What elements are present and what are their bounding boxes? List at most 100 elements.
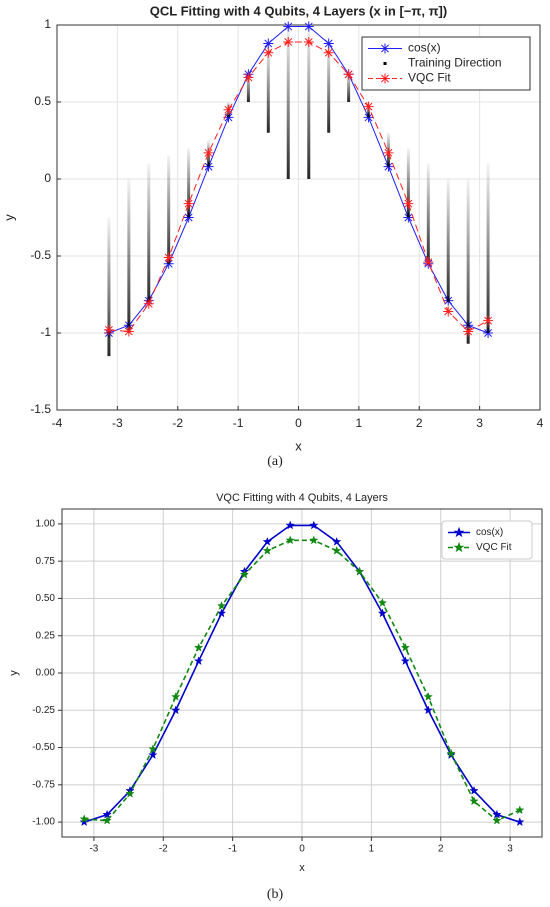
caption: (a) — [267, 454, 283, 469]
data-point — [309, 520, 319, 530]
data-point — [377, 597, 388, 607]
legend-marker — [453, 541, 465, 553]
x-tick-label: -1 — [228, 844, 237, 855]
data-point — [143, 298, 154, 309]
data-point — [469, 785, 479, 795]
chart: -3 -2 -1 0 1 2 3 -1.00 -0.75 -0.50 -0.25 0.00 0.25 0.… — [8, 492, 543, 902]
legend-label: Training Direction — [408, 56, 502, 70]
data-point — [171, 705, 181, 715]
x-tick-label: 2 — [438, 844, 444, 855]
x-tick-label: -1 — [233, 416, 244, 430]
x-tick-label: 4 — [537, 416, 544, 430]
chart-title: QCL Fitting with 4 Qubits, 4 Layers (x i… — [150, 3, 447, 18]
data-point — [309, 535, 319, 545]
chart-title: VQC Fitting with 4 Qubits, 4 Layers — [216, 492, 388, 504]
x-axis-label: x — [299, 862, 305, 874]
x-axis-label: x — [295, 438, 302, 453]
y-tick-label: -1 — [40, 325, 51, 339]
y-tick-label: 0.25 — [36, 630, 56, 641]
data-point — [203, 147, 214, 158]
data-point — [446, 748, 456, 758]
data-point — [103, 324, 114, 335]
data-point — [148, 744, 158, 754]
series-line — [108, 26, 489, 334]
data-point — [515, 805, 525, 815]
data-point — [193, 656, 204, 666]
series-line — [108, 41, 489, 333]
y-tick-label: -0.75 — [32, 779, 55, 790]
data-point — [239, 569, 250, 579]
data-point — [285, 535, 295, 545]
x-tick-label: -2 — [159, 844, 168, 855]
data-point — [79, 814, 89, 824]
legend-label: VQC Fit — [476, 542, 512, 553]
x-tick-label: 1 — [369, 844, 375, 855]
data-point — [183, 198, 194, 209]
y-tick-label: 0.00 — [36, 668, 56, 679]
data-point — [492, 815, 502, 825]
data-point — [262, 545, 273, 555]
y-tick-label: -1.5 — [30, 402, 51, 416]
data-point — [400, 656, 411, 666]
legend-box — [361, 36, 531, 91]
data-point — [515, 817, 525, 827]
y-tick-label: 1.00 — [36, 519, 56, 530]
x-tick-label: 3 — [507, 844, 513, 855]
data-point — [223, 104, 234, 115]
data-point — [354, 566, 365, 576]
legend-label: cos(x) — [408, 41, 441, 55]
legend-box — [441, 520, 533, 560]
y-tick-label: -0.50 — [32, 742, 55, 753]
legend-marker — [453, 526, 465, 538]
data-point — [323, 47, 334, 58]
data-point — [216, 600, 227, 610]
x-tick-label: 0 — [299, 844, 305, 855]
data-point — [463, 326, 474, 337]
data-point — [79, 817, 89, 827]
legend-marker — [380, 73, 390, 84]
data-point — [102, 815, 112, 825]
data-point — [243, 72, 254, 83]
x-tick-label: 3 — [476, 416, 483, 430]
y-tick-label: 0.50 — [36, 593, 56, 604]
data-point — [303, 36, 314, 47]
data-point — [331, 545, 342, 555]
data-point — [163, 252, 174, 263]
legend-label: VQC Fit — [408, 71, 451, 85]
y-tick-label: 0.75 — [36, 556, 56, 567]
x-tick-label: 2 — [416, 416, 423, 430]
legend-swatch — [383, 62, 387, 65]
data-point — [123, 326, 134, 337]
data-point — [400, 642, 411, 652]
data-point — [148, 750, 158, 760]
data-point — [383, 147, 394, 158]
data-point — [171, 691, 181, 701]
data-point — [483, 315, 494, 326]
data-point — [469, 796, 479, 806]
data-point — [343, 69, 354, 80]
series-line — [84, 539, 521, 822]
data-point — [125, 788, 135, 798]
chart: -4 -3 -2 -1 0 1 2 3 4 -1.5 -1 -0.5 0 0.5 1 QCL Fitting … — [1, 3, 543, 469]
y-tick-label: -0.5 — [30, 248, 51, 262]
plot-frame — [61, 508, 543, 838]
data-point — [193, 642, 204, 652]
data-point — [423, 705, 433, 715]
legend-marker — [380, 43, 390, 54]
x-tick-label: 0 — [295, 416, 302, 430]
y-tick-label: 1 — [44, 17, 51, 31]
x-tick-label: -3 — [112, 416, 123, 430]
y-axis-label: y — [8, 670, 20, 676]
data-point — [331, 536, 342, 546]
data-point — [443, 306, 454, 317]
data-point — [377, 608, 388, 618]
y-tick-label: 0 — [44, 171, 51, 185]
plot-frame — [56, 24, 541, 411]
y-tick-label: 0.5 — [34, 94, 51, 108]
caption: (b) — [267, 887, 284, 902]
x-tick-label: -2 — [172, 416, 183, 430]
data-point — [423, 691, 433, 701]
legend-label: cos(x) — [476, 527, 503, 538]
